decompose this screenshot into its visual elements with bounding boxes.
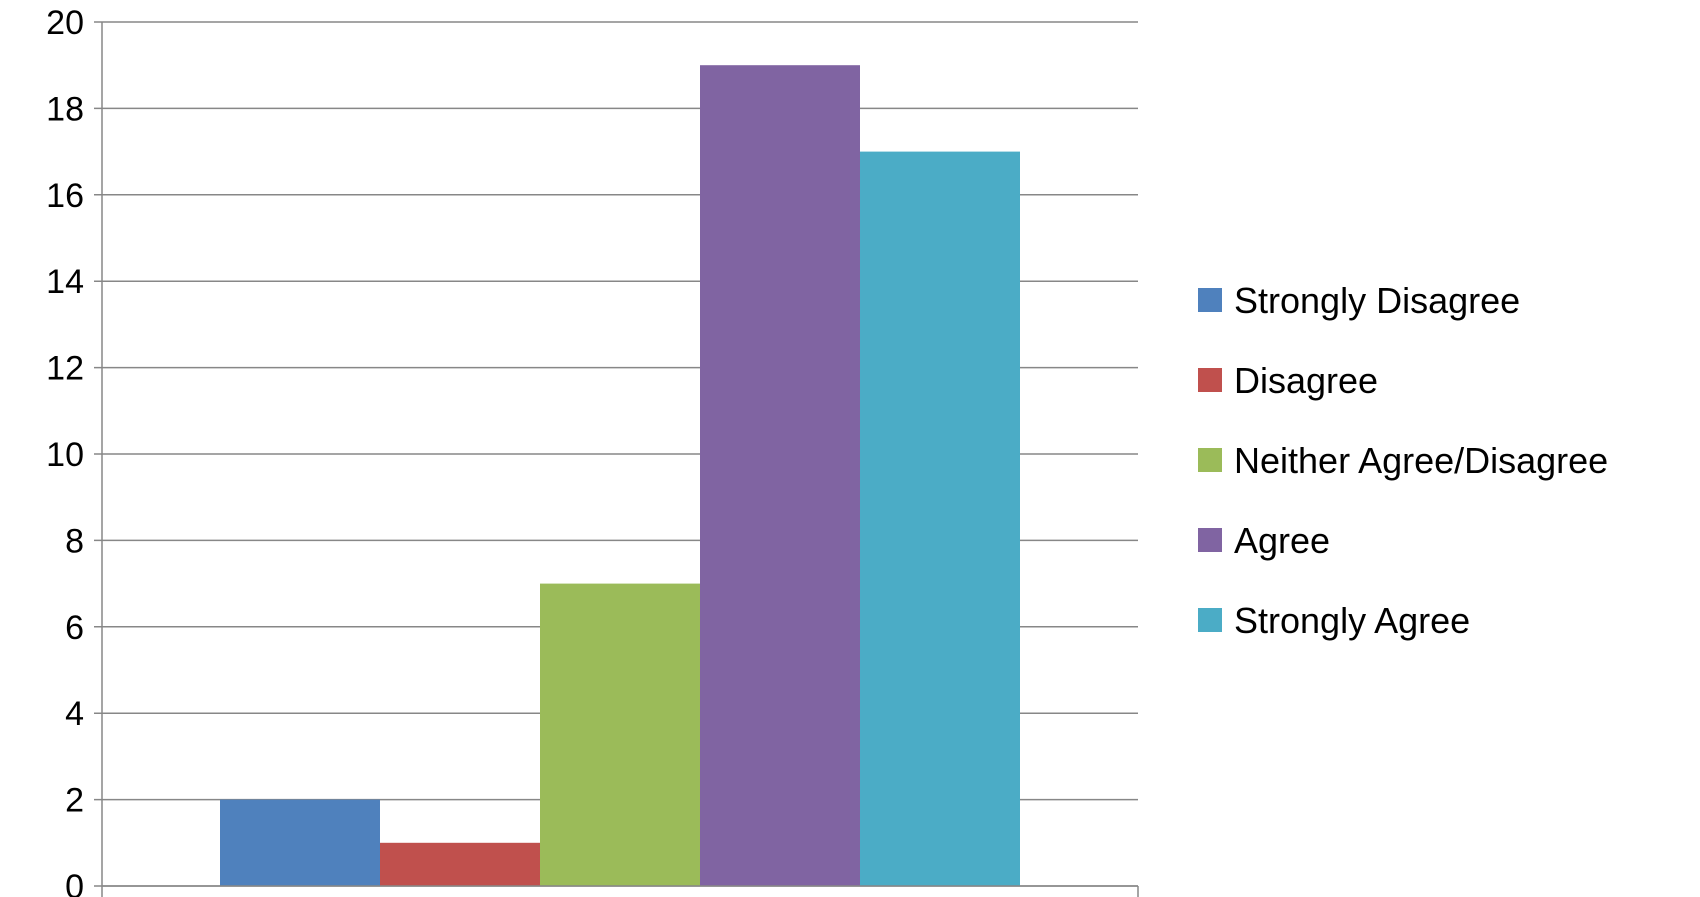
bar-agree	[700, 65, 860, 886]
legend-label: Neither Agree/Disagree	[1234, 440, 1608, 481]
y-tick-label: 10	[46, 436, 84, 474]
bar-neither-agree-disagree	[540, 583, 700, 886]
y-tick-label: 8	[65, 522, 84, 560]
y-tick-label: 4	[65, 695, 84, 733]
y-axis-tick-labels: 0 2 4 6 8 10 12 14 16 18 20	[46, 4, 84, 897]
y-tick-label: 6	[65, 609, 84, 647]
bar-strongly-disagree	[220, 799, 380, 886]
y-tick-label: 14	[46, 263, 84, 301]
y-tick-label: 12	[46, 350, 84, 388]
bars	[220, 65, 1020, 887]
legend-label: Strongly Disagree	[1234, 280, 1520, 321]
bar-disagree	[380, 842, 540, 886]
legend-label: Strongly Agree	[1234, 600, 1470, 641]
legend-label: Agree	[1234, 520, 1330, 561]
legend-swatch	[1198, 528, 1222, 552]
legend-swatch	[1198, 288, 1222, 312]
y-tick-label: 16	[46, 177, 84, 215]
legend-swatch	[1198, 448, 1222, 472]
y-tick-label: 20	[46, 4, 84, 42]
legend-label: Disagree	[1234, 360, 1378, 401]
legend-swatch	[1198, 368, 1222, 392]
axes	[101, 22, 1139, 897]
y-tick-label: 2	[65, 782, 84, 820]
y-tick-label: 18	[46, 90, 84, 128]
bar-strongly-agree	[860, 151, 1020, 887]
y-tick-label: 0	[65, 868, 84, 897]
legend: Strongly Disagree Disagree Neither Agree/D…	[1198, 280, 1608, 641]
legend-swatch	[1198, 608, 1222, 632]
